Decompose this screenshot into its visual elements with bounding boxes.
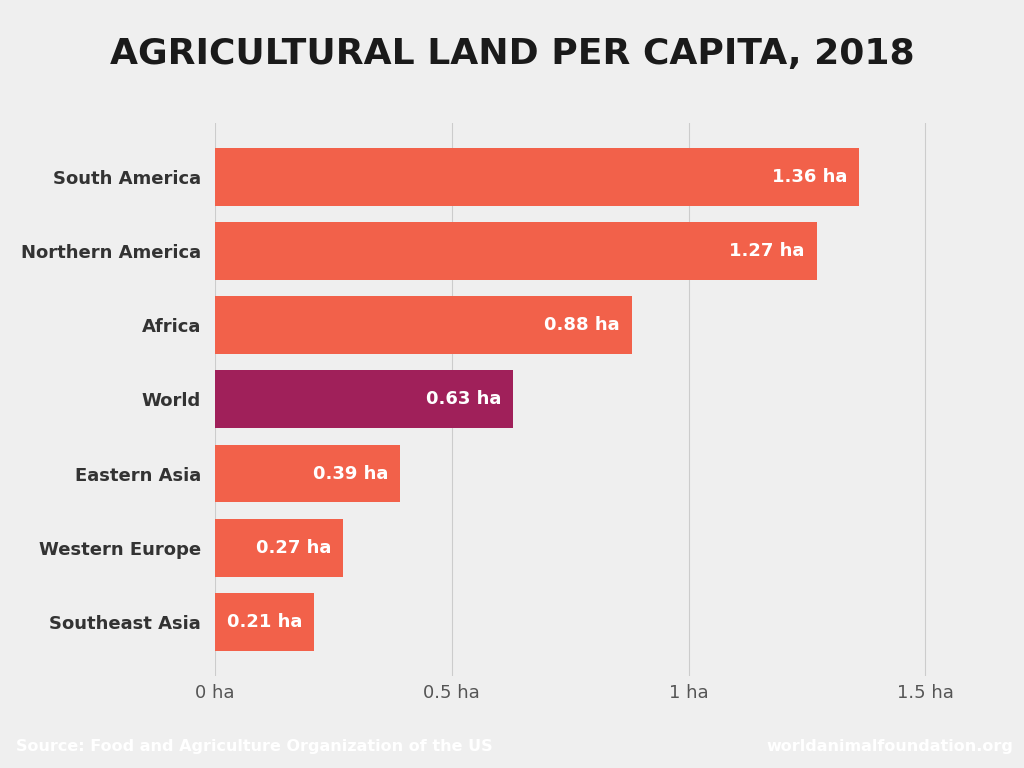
Bar — [215, 148, 859, 206]
Bar — [215, 296, 632, 354]
Bar — [215, 593, 314, 650]
Text: 1.36 ha: 1.36 ha — [772, 168, 847, 186]
Text: AGRICULTURAL LAND PER CAPITA, 2018: AGRICULTURAL LAND PER CAPITA, 2018 — [110, 37, 914, 71]
Text: 0.27 ha: 0.27 ha — [256, 538, 331, 557]
Text: 0.88 ha: 0.88 ha — [545, 316, 620, 334]
Bar — [215, 370, 513, 429]
Bar — [215, 222, 816, 280]
Text: Source: Food and Agriculture Organization of the US: Source: Food and Agriculture Organizatio… — [16, 740, 493, 754]
Text: 0.63 ha: 0.63 ha — [426, 390, 502, 409]
Text: 0.39 ha: 0.39 ha — [312, 465, 388, 482]
Text: 1.27 ha: 1.27 ha — [729, 242, 805, 260]
Bar — [215, 518, 343, 577]
Text: worldanimalfoundation.org: worldanimalfoundation.org — [766, 740, 1014, 754]
Bar — [215, 445, 399, 502]
Text: 0.21 ha: 0.21 ha — [227, 613, 303, 631]
